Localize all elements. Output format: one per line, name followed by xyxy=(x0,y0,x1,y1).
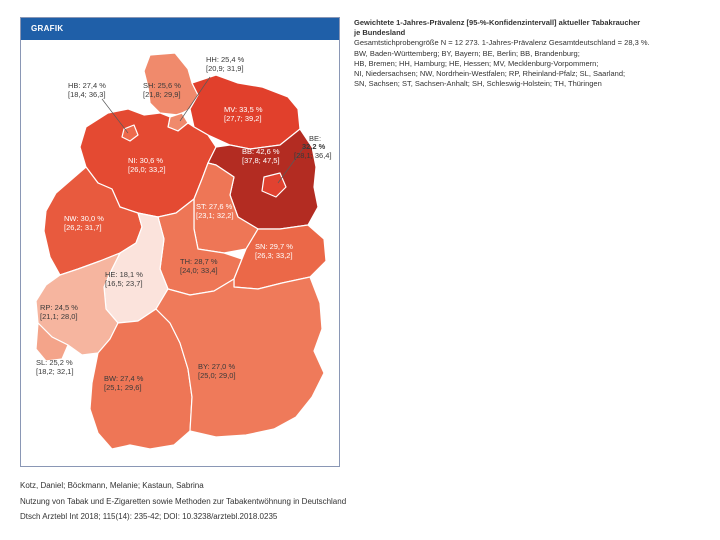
label-SH-ci: [21,8; 29,9] xyxy=(143,90,181,99)
label-BB-ci: [37,8; 47,5] xyxy=(242,156,280,165)
label-RP-ci: [21,1; 28,0] xyxy=(40,312,78,321)
label-HE: HE: 18,1 % [16,5; 23,7] xyxy=(105,270,143,288)
legend: Gewichtete 1-Jahres-Prävalenz [95-%-Konf… xyxy=(354,18,690,89)
figure-header: GRAFIK xyxy=(21,18,339,40)
label-MV-ci: [27,7; 39,2] xyxy=(224,114,262,123)
label-ST: ST: 27,6 % [23,1; 32,2] xyxy=(196,202,234,220)
state-BE xyxy=(261,172,287,198)
state-HB xyxy=(121,124,139,142)
germany-map: HH: 25,4 % [20,9; 31,9] SH: 25,6 % [21,8; … xyxy=(35,52,332,450)
label-HE-value: HE: 18,1 % xyxy=(105,270,143,279)
label-SN-ci: [26,3; 33,2] xyxy=(255,251,293,260)
label-HB-value: HB: 27,4 % xyxy=(68,81,106,90)
label-NI-ci: [26,0; 33,2] xyxy=(128,165,166,174)
label-BE-ci: [28,1; 36,4] xyxy=(294,151,332,160)
label-NW-value: NW: 30,0 % xyxy=(64,214,104,223)
label-BE-code: BE: xyxy=(309,134,321,143)
label-SL-value: SL: 25,2 % xyxy=(36,358,73,367)
label-BY-value: BY: 27,0 % xyxy=(198,362,235,371)
label-SL-ci: [18,2; 32,1] xyxy=(36,367,74,376)
label-RP-value: RP: 24,5 % xyxy=(40,303,78,312)
label-NI: NI: 30,6 % [26,0; 33,2] xyxy=(128,156,166,174)
label-TH-value: TH: 28,7 % xyxy=(180,257,218,266)
legend-line: Gesamtstichprobengröße N = 12 273. 1-Jah… xyxy=(354,38,650,48)
citation-reference: Dtsch Arztebl Int 2018; 115(14): 235-42;… xyxy=(20,512,278,521)
label-BW-ci: [25,1; 29,6] xyxy=(104,383,142,392)
label-BY-ci: [25,0; 29,0] xyxy=(198,371,236,380)
label-SH-value: SH: 25,6 % xyxy=(143,81,181,90)
label-NW-ci: [26,2; 31,7] xyxy=(64,223,102,232)
label-BE: BE: 32,2 % [28,1; 36,4] xyxy=(294,134,332,160)
label-SL: SL: 25,2 % [18,2; 32,1] xyxy=(36,358,74,376)
label-RP: RP: 24,5 % [21,1; 28,0] xyxy=(40,303,78,321)
label-BB: BB: 42,6 % [37,8; 47,5] xyxy=(242,147,280,165)
label-TH-ci: [24,0; 33,4] xyxy=(180,266,218,275)
label-BE-value: 32,2 % xyxy=(302,142,326,151)
legend-line: NI, Niedersachsen; NW, Nordrhein-Westfal… xyxy=(354,69,626,79)
label-MV: MV: 33,5 % [27,7; 39,2] xyxy=(224,105,263,123)
leader-line-BE xyxy=(277,146,305,184)
state-SH xyxy=(143,52,199,116)
legend-line: SN, Sachsen; ST, Sachsen-Anhalt; SH, Sch… xyxy=(354,79,602,89)
label-ST-ci: [23,1; 32,2] xyxy=(196,211,234,220)
label-BB-value: BB: 42,6 % xyxy=(242,147,280,156)
label-SN-value: SN: 29,7 % xyxy=(255,242,293,251)
label-HB: HB: 27,4 % [18,4; 36,3] xyxy=(68,81,106,99)
label-NW: NW: 30,0 % [26,2; 31,7] xyxy=(64,214,104,232)
label-NI-value: NI: 30,6 % xyxy=(128,156,163,165)
label-HH: HH: 25,4 % [20,9; 31,9] xyxy=(206,55,245,73)
legend-subtitle: je Bundesland xyxy=(354,28,406,38)
label-TH: TH: 28,7 % [24,0; 33,4] xyxy=(180,257,218,275)
legend-line: BW, Baden-Württemberg; BY, Bayern; BE, B… xyxy=(354,48,580,58)
label-BW: BW: 27,4 % [25,1; 29,6] xyxy=(104,374,144,392)
label-HB-ci: [18,4; 36,3] xyxy=(68,90,106,99)
leader-line-HH xyxy=(179,76,211,122)
label-MV-value: MV: 33,5 % xyxy=(224,105,263,114)
state-SL xyxy=(35,322,69,362)
label-HH-value: HH: 25,4 % xyxy=(206,55,245,64)
label-ST-value: ST: 27,6 % xyxy=(196,202,233,211)
legend-line: HB, Bremen; HH, Hamburg; HE, Hessen; MV,… xyxy=(354,58,599,68)
label-HE-ci: [16,5; 23,7] xyxy=(105,279,143,288)
leader-line-HB xyxy=(101,98,129,134)
legend-title: Gewichtete 1-Jahres-Prävalenz [95-%-Konf… xyxy=(354,18,641,27)
state-BY xyxy=(155,276,325,438)
label-BW-value: BW: 27,4 % xyxy=(104,374,144,383)
label-SN: SN: 29,7 % [26,3; 33,2] xyxy=(255,242,293,260)
citation-title: Nutzung von Tabak und E-Zigaretten sowie… xyxy=(20,496,347,506)
citation: Kotz, Daniel; Böckmann, Melanie; Kastaun… xyxy=(20,478,346,525)
label-SH: SH: 25,6 % [21,8; 29,9] xyxy=(143,81,181,99)
citation-authors: Kotz, Daniel; Böckmann, Melanie; Kastaun… xyxy=(20,481,204,490)
label-BY: BY: 27,0 % [25,0; 29,0] xyxy=(198,362,236,380)
label-HH-ci: [20,9; 31,9] xyxy=(206,64,244,73)
